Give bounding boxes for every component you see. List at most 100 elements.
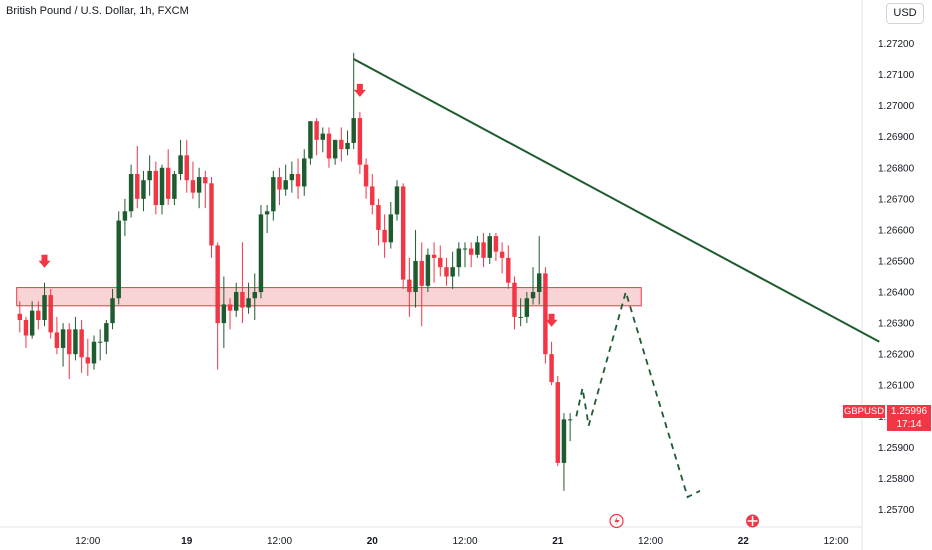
x-tick-label: 12:00 (824, 536, 849, 547)
candle-body (561, 419, 567, 463)
candle-body (60, 329, 66, 348)
candles (17, 52, 573, 491)
candle-body (536, 273, 542, 293)
candle-body (314, 121, 319, 140)
candle-body (549, 354, 554, 383)
candle-body (339, 139, 344, 150)
candle-body (308, 121, 313, 159)
candle-body (67, 329, 72, 355)
y-tick-label: 1.26800 (878, 163, 915, 174)
candle-body (159, 167, 165, 206)
candle-body (141, 180, 146, 199)
candle-body (233, 292, 239, 311)
candle-body (326, 133, 332, 159)
x-tick-label: 22 (738, 536, 750, 547)
x-tick-label: 12:00 (267, 536, 292, 547)
candle-body (271, 177, 276, 212)
candle-body (122, 211, 128, 221)
candle-body (91, 341, 97, 364)
candle-body (203, 177, 208, 184)
candle-body (42, 295, 47, 320)
candle-body (258, 214, 264, 293)
candle-body (506, 257, 511, 283)
y-tick-label: 1.26600 (878, 225, 915, 236)
y-tick-label: 1.26700 (878, 194, 915, 205)
candle-body (48, 295, 53, 333)
y-tick-label: 1.27200 (878, 39, 915, 50)
candle-body (382, 229, 387, 243)
candle-body (468, 248, 474, 255)
candle-body (370, 186, 375, 206)
candle-body (190, 180, 196, 193)
x-tick-label: 12:00 (75, 536, 100, 547)
price-tag-price: 1.25996 (890, 406, 928, 417)
y-tick-label: 1.26200 (878, 350, 915, 361)
candle-body (462, 248, 468, 250)
price-tag-value: 1.25996 17:14 (887, 405, 931, 431)
x-tick-label: 19 (181, 536, 193, 547)
candle-body (518, 316, 523, 318)
candle-body (215, 245, 220, 324)
currency-selector[interactable]: USD (886, 3, 924, 24)
candle-body (512, 282, 517, 317)
candle-body (481, 242, 486, 258)
price-tag-countdown: 17:14 (896, 419, 922, 430)
x-tick-label: 20 (367, 536, 379, 547)
candle-body (153, 170, 159, 206)
candle-body (302, 158, 307, 187)
candle-body (425, 254, 431, 286)
x-tick-label: 12:00 (638, 536, 663, 547)
candle-body (23, 319, 29, 336)
down-arrow-icon (38, 254, 51, 268)
candle-body (419, 260, 424, 286)
candle-body (345, 142, 350, 150)
y-tick-label: 1.26100 (878, 381, 915, 392)
x-tick-label: 21 (552, 536, 564, 547)
candle-body (332, 139, 338, 159)
y-tick-label: 1.26900 (878, 132, 915, 143)
candle-body (172, 173, 177, 199)
down-arrow-icon (545, 313, 558, 327)
chart-title: British Pound / U.S. Dollar, 1h, FXCM (6, 5, 189, 17)
candle-body (530, 292, 536, 299)
candle-body (357, 118, 363, 165)
candle-body (184, 155, 189, 181)
candle-body (351, 118, 356, 143)
candle-body (444, 267, 449, 277)
candle-body (209, 183, 214, 246)
candle-body (388, 214, 394, 243)
y-tick-label: 1.25700 (878, 505, 915, 516)
candle-body (196, 177, 202, 193)
candle-body (135, 173, 140, 199)
candle-body (264, 211, 270, 215)
candle-body (295, 173, 301, 187)
candle-body (252, 292, 257, 299)
candle-body (29, 310, 35, 336)
candle-body (475, 242, 480, 255)
candle-body (487, 236, 492, 258)
current-price-tag: GBPUSD 1.25996 17:14 (843, 405, 931, 431)
candle-body (277, 177, 282, 190)
candle-body (493, 236, 499, 252)
candle-body (413, 260, 418, 293)
resistance-zone (16, 287, 642, 307)
candle-body (73, 329, 78, 355)
candle-body (85, 357, 91, 364)
candle-body (407, 279, 412, 293)
y-tick-label: 1.27100 (878, 70, 915, 81)
y-tick-label: 1.25800 (878, 474, 915, 485)
candle-body (104, 323, 109, 342)
y-tick-label: 1.26400 (878, 288, 915, 299)
candle-body (363, 164, 369, 187)
candle-body (36, 310, 41, 320)
candle-body (147, 170, 152, 181)
projection-path (575, 288, 701, 499)
candle-body (110, 298, 115, 324)
lightning-glyph-icon (614, 516, 620, 526)
candle-body (17, 313, 23, 320)
candle-body (165, 167, 171, 199)
trendline (353, 58, 880, 343)
candle-body (376, 205, 381, 230)
candle-body (524, 298, 530, 317)
